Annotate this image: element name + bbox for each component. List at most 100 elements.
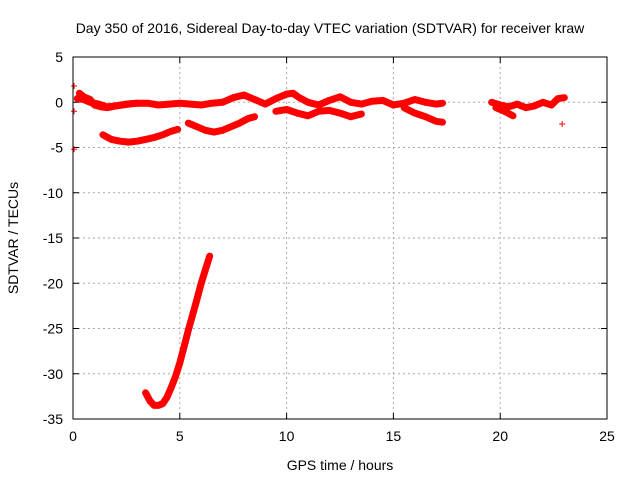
data-point [433, 101, 440, 108]
data-point [337, 110, 343, 117]
data-point [168, 384, 175, 391]
data-point [347, 113, 354, 120]
x-tick-label: 5 [176, 428, 184, 444]
series-arc-early-b [75, 89, 141, 112]
data-point [315, 108, 322, 115]
data-point [304, 112, 311, 119]
y-tick-labels: 5 0 -5 -10 -15 -20 -25 -30 -35 [43, 49, 63, 427]
data-point [116, 138, 123, 145]
data-point [390, 101, 397, 108]
data-point [245, 115, 252, 122]
data-point [236, 120, 243, 127]
y-tick-label: -10 [43, 185, 63, 201]
data-point [219, 127, 226, 134]
x-tick-labels: 0 5 10 15 20 25 [69, 428, 615, 444]
data-point [87, 96, 94, 103]
data-point [76, 90, 83, 97]
data-point [501, 108, 508, 115]
data-point [283, 106, 290, 113]
data-point [163, 394, 170, 401]
data-point [159, 400, 166, 407]
data-point [401, 104, 408, 111]
data-point [176, 359, 183, 366]
data-point [119, 101, 126, 108]
data-point [134, 100, 141, 107]
data-point [283, 91, 290, 98]
data-point [71, 82, 78, 89]
data-point [193, 296, 200, 303]
data-point [230, 94, 237, 101]
data-point [71, 108, 78, 115]
series-arc-steep [142, 252, 214, 409]
plot-frame [72, 56, 608, 420]
data-point [142, 136, 149, 143]
data-point [91, 101, 98, 108]
data-point [548, 101, 555, 108]
y-tick-label: 5 [55, 49, 63, 65]
data-point [411, 96, 418, 103]
data-point [522, 104, 529, 111]
data-point [326, 107, 333, 114]
data-point [168, 128, 175, 135]
series-band [488, 94, 568, 112]
data-point [99, 131, 106, 138]
data-point [74, 95, 81, 102]
data-point [202, 127, 209, 134]
data-point [155, 101, 162, 108]
data-point [202, 266, 209, 273]
data-point [228, 123, 235, 130]
data-point [411, 110, 418, 117]
y-axis-label: SDTVAR / TECUs [5, 182, 21, 294]
data-point [181, 343, 188, 350]
data-point [219, 99, 226, 106]
series-arc-negative-2 [184, 113, 259, 136]
data-point [262, 101, 269, 108]
data-point [210, 129, 217, 136]
data-point [347, 99, 354, 106]
y-tick-label: -5 [51, 140, 64, 156]
data-point [290, 90, 297, 97]
data-point [125, 101, 132, 108]
data-point [189, 311, 196, 318]
data-point [134, 138, 141, 145]
x-axis-label: GPS time / hours [287, 457, 394, 473]
y-tick-label: 0 [55, 94, 63, 110]
x-tick-label: 15 [386, 428, 402, 444]
data-point [510, 112, 517, 119]
y-tick-label: -25 [43, 321, 63, 337]
data-point [326, 97, 333, 104]
data-point [272, 108, 279, 115]
data-point [296, 94, 303, 101]
data-point [198, 280, 205, 287]
data-point [144, 100, 151, 107]
data-point [240, 92, 247, 99]
data-point [155, 402, 162, 409]
series-arc-negative-4 [99, 125, 182, 146]
chart-title: Day 350 of 2016, Sidereal Day-to-day VTE… [76, 20, 585, 36]
data-point [208, 100, 215, 107]
data-point [492, 104, 499, 111]
data-point [159, 131, 166, 138]
data-point [176, 100, 183, 107]
data-point [369, 98, 376, 105]
data-point [561, 94, 568, 101]
data-point [166, 101, 173, 108]
data-point [185, 120, 192, 127]
data-point [112, 102, 119, 109]
data-points [71, 82, 568, 409]
x-tick-label: 20 [492, 428, 508, 444]
series-isolated [71, 82, 566, 153]
data-point [488, 99, 495, 106]
x-tick-label: 10 [279, 428, 295, 444]
data-point [174, 126, 181, 133]
x-tick-label: 0 [69, 428, 77, 444]
data-point [358, 111, 365, 118]
data-point [108, 136, 115, 143]
data-point [315, 101, 322, 108]
y-tick-label: -30 [43, 366, 63, 382]
data-point [151, 134, 158, 141]
data-point [71, 146, 78, 153]
series-arc-main-late [219, 89, 446, 109]
